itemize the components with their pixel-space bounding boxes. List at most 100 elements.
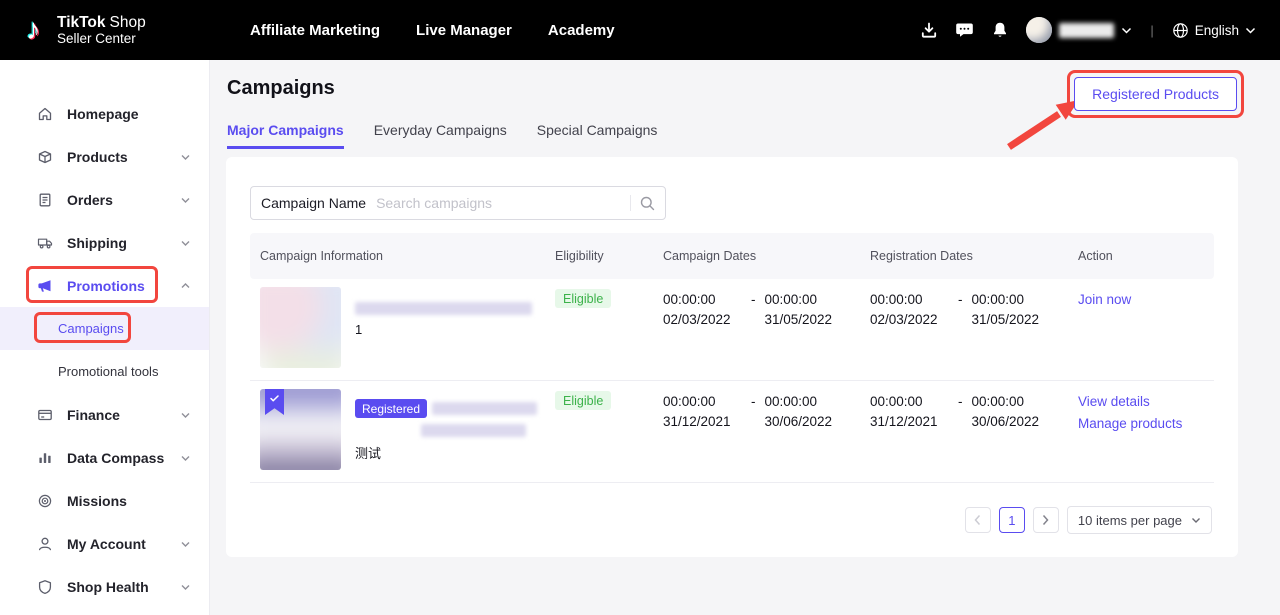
download-icon[interactable]	[920, 21, 938, 39]
sidebar-item-label: Homepage	[67, 105, 139, 122]
account-name-redacted	[1059, 22, 1115, 38]
sidebar-item-my-account[interactable]: My Account	[0, 522, 209, 565]
sidebar-item-label: Shipping	[67, 234, 127, 251]
chevron-down-icon	[1191, 517, 1201, 524]
sidebar-item-products[interactable]: Products	[0, 135, 209, 178]
registered-products-button[interactable]: Registered Products	[1074, 77, 1237, 111]
globe-icon	[1172, 22, 1189, 39]
view-details-link[interactable]: View details	[1078, 394, 1150, 409]
registration-end-date: 30/06/2022	[971, 414, 1040, 429]
top-navbar: ♪ ♪ ♪ TikTok Shop Seller Center Affiliate M…	[0, 0, 1280, 60]
sidebar-item-shipping[interactable]: Shipping	[0, 221, 209, 264]
brand-subtitle: Seller Center	[57, 31, 136, 46]
sidebar-item-data-compass[interactable]: Data Compass	[0, 436, 209, 479]
campaign-info-cell: Registered 测试	[250, 381, 545, 482]
sidebar-item-homepage[interactable]: Homepage	[0, 92, 209, 135]
table-row: 1 Eligible 00:00:00 02/03/2022 - 00:00:0…	[250, 279, 1214, 381]
brand-shop: Shop	[109, 14, 146, 31]
main-content: Campaigns Registered Products Major Camp…	[211, 60, 1280, 615]
sidebar-item-label: Promotions	[67, 277, 145, 294]
date-range-dash: -	[958, 394, 963, 409]
tab-major-campaigns[interactable]: Major Campaigns	[227, 122, 344, 149]
page-number-button[interactable]: 1	[998, 507, 1025, 533]
column-header: Action	[1078, 249, 1113, 263]
next-page-button[interactable]	[1032, 507, 1059, 533]
search-icon[interactable]	[640, 196, 655, 211]
campaign-search[interactable]: Campaign Name	[250, 186, 666, 220]
top-nav: Affiliate Marketing Live Manager Academy	[250, 0, 615, 60]
campaigns-card: Campaign Name Campaign Information Eligi…	[226, 157, 1238, 557]
sidebar-item-promotions[interactable]: Promotions	[0, 264, 209, 307]
brand-logo[interactable]: ♪ ♪ ♪ TikTok Shop Seller Center	[24, 0, 146, 60]
registration-end-date: 31/05/2022	[971, 312, 1040, 327]
chevron-down-icon	[180, 539, 191, 549]
chevron-down-icon	[180, 453, 191, 463]
registration-start-time: 00:00:00	[870, 394, 923, 409]
nav-live-manager[interactable]: Live Manager	[416, 21, 512, 39]
registration-dates-cell: 00:00:00 02/03/2022 - 00:00:00 31/05/202…	[860, 279, 1068, 380]
avatar	[1026, 17, 1053, 43]
sidebar-item-label: Finance	[67, 406, 120, 423]
sidebar-item-label: Orders	[67, 191, 113, 208]
annotation-box-registered-products: Registered Products	[1067, 70, 1244, 118]
tab-everyday-campaigns[interactable]: Everyday Campaigns	[373, 122, 507, 138]
sidebar-item-shop-health[interactable]: Shop Health	[0, 565, 209, 608]
campaign-start-time: 00:00:00	[663, 394, 716, 409]
campaign-tabs: Major Campaigns Everyday Campaigns Speci…	[227, 122, 657, 149]
redacted-text	[421, 424, 526, 437]
campaign-dates-cell: 00:00:00 31/12/2021 - 00:00:00 30/06/202…	[653, 381, 860, 482]
page-title: Campaigns	[227, 77, 335, 99]
campaign-end-date: 30/06/2022	[764, 414, 833, 429]
campaign-end-time: 00:00:00	[764, 394, 818, 409]
registration-end-time: 00:00:00	[971, 394, 1025, 409]
chevron-down-icon	[180, 410, 191, 420]
avatar-image-redacted	[1026, 17, 1053, 43]
navbar-actions: | English	[920, 0, 1256, 60]
language-selector[interactable]: English	[1172, 22, 1256, 39]
column-header: Campaign Dates	[663, 249, 757, 263]
chevron-up-icon	[180, 281, 191, 291]
sidebar-item-label: Products	[67, 148, 128, 165]
campaign-image-redacted	[260, 389, 341, 470]
chevron-down-icon	[180, 238, 191, 248]
sidebar-item-label: Data Compass	[67, 449, 165, 466]
sidebar-item-finance[interactable]: Finance	[0, 393, 209, 436]
sidebar-item-promotional-tools[interactable]: Promotional tools	[0, 350, 209, 393]
nav-affiliate-marketing[interactable]: Affiliate Marketing	[250, 21, 381, 39]
missions-icon	[36, 492, 53, 509]
join-now-link[interactable]: Join now	[1078, 292, 1132, 307]
account-menu[interactable]	[1026, 17, 1132, 43]
shipping-icon	[36, 234, 53, 251]
orders-icon	[36, 191, 53, 208]
registered-badge: Registered	[355, 399, 428, 418]
eligible-badge: Eligible	[555, 289, 612, 308]
date-range-dash: -	[751, 292, 756, 307]
notifications-bell-icon[interactable]	[991, 21, 1009, 39]
campaign-end-time: 00:00:00	[764, 292, 818, 307]
table-row: Registered 测试 Eligible 00:00:00 31/12/20…	[250, 381, 1214, 483]
messages-icon[interactable]	[955, 21, 974, 39]
nav-academy[interactable]: Academy	[547, 21, 615, 39]
brand-name: TikTok	[57, 14, 106, 31]
sidebar-item-campaigns[interactable]: Campaigns	[0, 307, 209, 350]
account-icon	[36, 535, 53, 552]
sidebar-item-orders[interactable]: Orders	[0, 178, 209, 221]
sidebar-item-missions[interactable]: Missions	[0, 479, 209, 522]
campaign-start-time: 00:00:00	[663, 292, 716, 307]
campaign-start-date: 31/12/2021	[663, 414, 731, 429]
items-per-page-select[interactable]: 10 items per page	[1066, 506, 1212, 534]
search-input[interactable]	[376, 195, 621, 211]
tab-special-campaigns[interactable]: Special Campaigns	[536, 122, 658, 138]
registration-start-time: 00:00:00	[870, 292, 923, 307]
pagination: 1 10 items per page	[964, 506, 1212, 534]
column-header: Registration Dates	[870, 249, 973, 263]
home-icon	[36, 105, 53, 122]
tiktok-logo-icon: ♪ ♪ ♪	[24, 13, 42, 47]
sidebar-subitem-label: Campaigns	[58, 321, 124, 336]
registration-dates-cell: 00:00:00 31/12/2021 - 00:00:00 30/06/202…	[860, 381, 1068, 482]
redacted-text	[355, 302, 532, 315]
divider	[630, 195, 631, 211]
finance-icon	[36, 406, 53, 423]
prev-page-button[interactable]	[964, 507, 991, 533]
manage-products-link[interactable]: Manage products	[1078, 416, 1183, 431]
